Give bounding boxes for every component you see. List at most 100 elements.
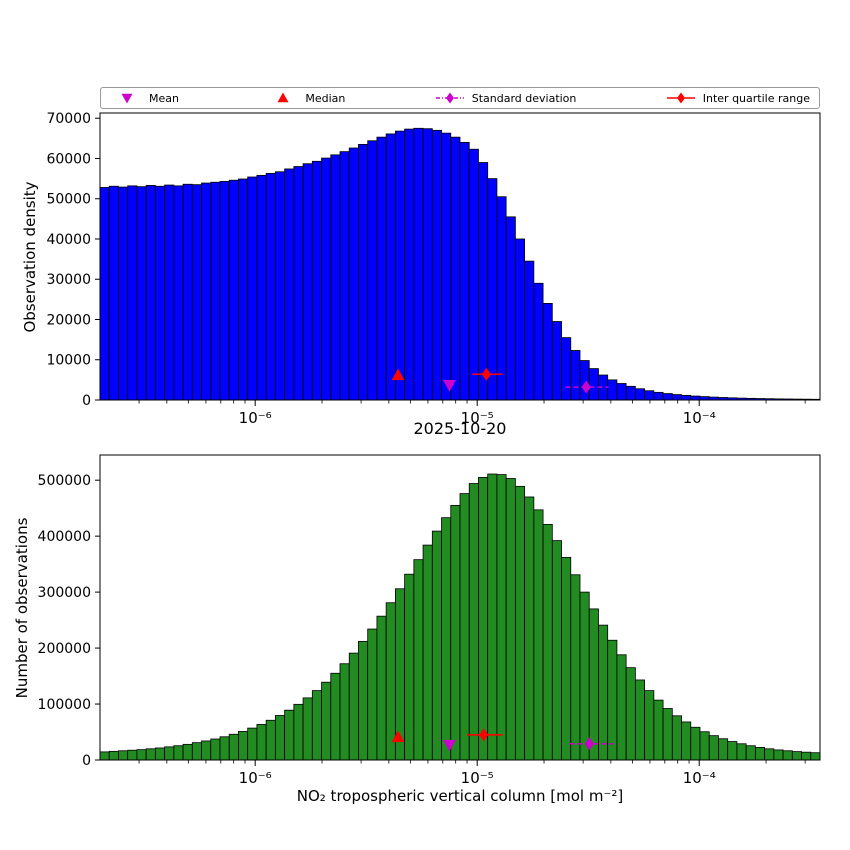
bar xyxy=(598,624,609,761)
y-tick-label: 0 xyxy=(82,393,91,409)
bar xyxy=(210,181,221,401)
bar xyxy=(127,185,138,401)
bar xyxy=(487,473,498,761)
bar xyxy=(404,573,415,761)
bar xyxy=(238,178,249,401)
bar xyxy=(450,136,461,401)
bar xyxy=(754,747,766,761)
bar xyxy=(468,148,479,401)
y-tick-label: 300000 xyxy=(38,585,91,601)
bar xyxy=(145,185,156,401)
bar xyxy=(551,321,562,401)
legend-item-inter-quartile-range: Inter quartile range xyxy=(664,91,810,105)
bar xyxy=(570,574,581,761)
bar xyxy=(478,476,489,761)
axes: 0 100000 200000 300000 400000 500000 10⁻⁶ 10⁻⁵ 1… xyxy=(38,473,806,787)
bar xyxy=(524,496,535,761)
legend: Mean Median Standard deviation Inter quarti… xyxy=(100,87,820,109)
bar xyxy=(662,708,673,761)
y-axis-label-top: Observation density xyxy=(21,181,39,333)
axes: 0 10000 20000 30000 40000 50000 60000 70000 10⁻⁶… xyxy=(46,111,806,427)
y-tick-label: 100000 xyxy=(38,697,91,713)
bar xyxy=(441,517,452,761)
bar xyxy=(219,736,230,761)
bars xyxy=(99,127,821,401)
legend-label: Median xyxy=(305,91,346,105)
legend-item-median: Median xyxy=(266,91,345,105)
plot-frame xyxy=(99,112,821,401)
bar xyxy=(791,751,802,761)
bar xyxy=(182,743,193,761)
bar xyxy=(173,745,184,761)
bar xyxy=(524,260,535,401)
bar xyxy=(468,483,479,761)
bar xyxy=(348,652,359,761)
bar xyxy=(561,557,572,761)
bar xyxy=(118,186,129,401)
bar xyxy=(478,162,489,401)
bar xyxy=(588,608,599,761)
bar xyxy=(228,733,239,761)
bar xyxy=(154,185,166,401)
bar xyxy=(533,509,544,761)
bar xyxy=(662,393,673,401)
bar xyxy=(450,504,461,761)
y-tick-label: 60000 xyxy=(46,151,91,167)
bar xyxy=(118,750,129,761)
bar xyxy=(191,184,202,401)
bar xyxy=(265,719,276,761)
x-axis-label: NO₂ tropospheric vertical column [mol m⁻… xyxy=(296,787,624,805)
mean-marker xyxy=(442,380,456,392)
bar xyxy=(782,750,793,761)
triangle-down-icon xyxy=(121,93,133,104)
bar xyxy=(487,178,498,401)
y-tick-label: 400000 xyxy=(38,529,91,545)
bar xyxy=(653,391,664,401)
statistic-markers xyxy=(391,367,609,394)
bar xyxy=(311,160,322,401)
bar xyxy=(561,337,572,401)
bar xyxy=(607,639,618,761)
bar xyxy=(284,168,295,401)
bar xyxy=(699,396,710,401)
bar xyxy=(413,127,424,401)
bar xyxy=(505,216,516,401)
bar xyxy=(579,591,590,761)
bar xyxy=(671,715,682,761)
bar xyxy=(625,385,636,401)
bar xyxy=(164,184,175,401)
bar xyxy=(201,740,212,761)
standard-deviation-marker xyxy=(581,380,591,394)
bar xyxy=(745,745,756,761)
bar xyxy=(210,738,221,761)
plot-frame xyxy=(99,454,821,761)
bar xyxy=(736,743,747,761)
bar xyxy=(542,523,553,761)
bar xyxy=(385,602,396,761)
bar xyxy=(441,132,452,401)
bar xyxy=(579,360,590,401)
legend-label: Standard deviation xyxy=(471,91,577,105)
bar xyxy=(321,681,332,761)
bar xyxy=(99,187,110,401)
bar xyxy=(607,379,618,401)
bar xyxy=(201,182,212,401)
bar xyxy=(228,179,239,401)
bar xyxy=(690,395,701,401)
bar xyxy=(459,141,470,401)
legend-item-standard-deviation: Standard deviation xyxy=(433,91,577,105)
y-tick-label: 50000 xyxy=(46,192,91,208)
bar xyxy=(367,628,378,761)
inter-quartile-range-marker xyxy=(481,367,492,381)
bar xyxy=(376,136,387,401)
y-tick-label: 500000 xyxy=(38,473,91,489)
bar xyxy=(154,747,166,761)
bar xyxy=(801,751,812,761)
bar xyxy=(625,667,636,761)
bar xyxy=(238,731,249,761)
bar xyxy=(690,726,701,761)
standard-deviation-marker xyxy=(584,737,595,751)
bar xyxy=(330,154,341,401)
bar xyxy=(810,752,821,761)
